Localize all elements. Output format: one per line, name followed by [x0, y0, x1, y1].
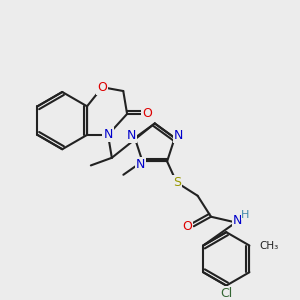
Text: N: N: [126, 129, 136, 142]
Text: CH₃: CH₃: [259, 241, 278, 250]
Text: N: N: [103, 128, 113, 141]
Text: N: N: [136, 158, 145, 171]
Text: O: O: [142, 107, 152, 120]
Text: Cl: Cl: [220, 287, 232, 300]
Text: S: S: [172, 176, 181, 189]
Text: H: H: [241, 210, 250, 220]
Text: N: N: [233, 214, 242, 227]
Text: N: N: [174, 129, 183, 142]
Text: O: O: [182, 220, 192, 233]
Text: O: O: [98, 81, 107, 94]
